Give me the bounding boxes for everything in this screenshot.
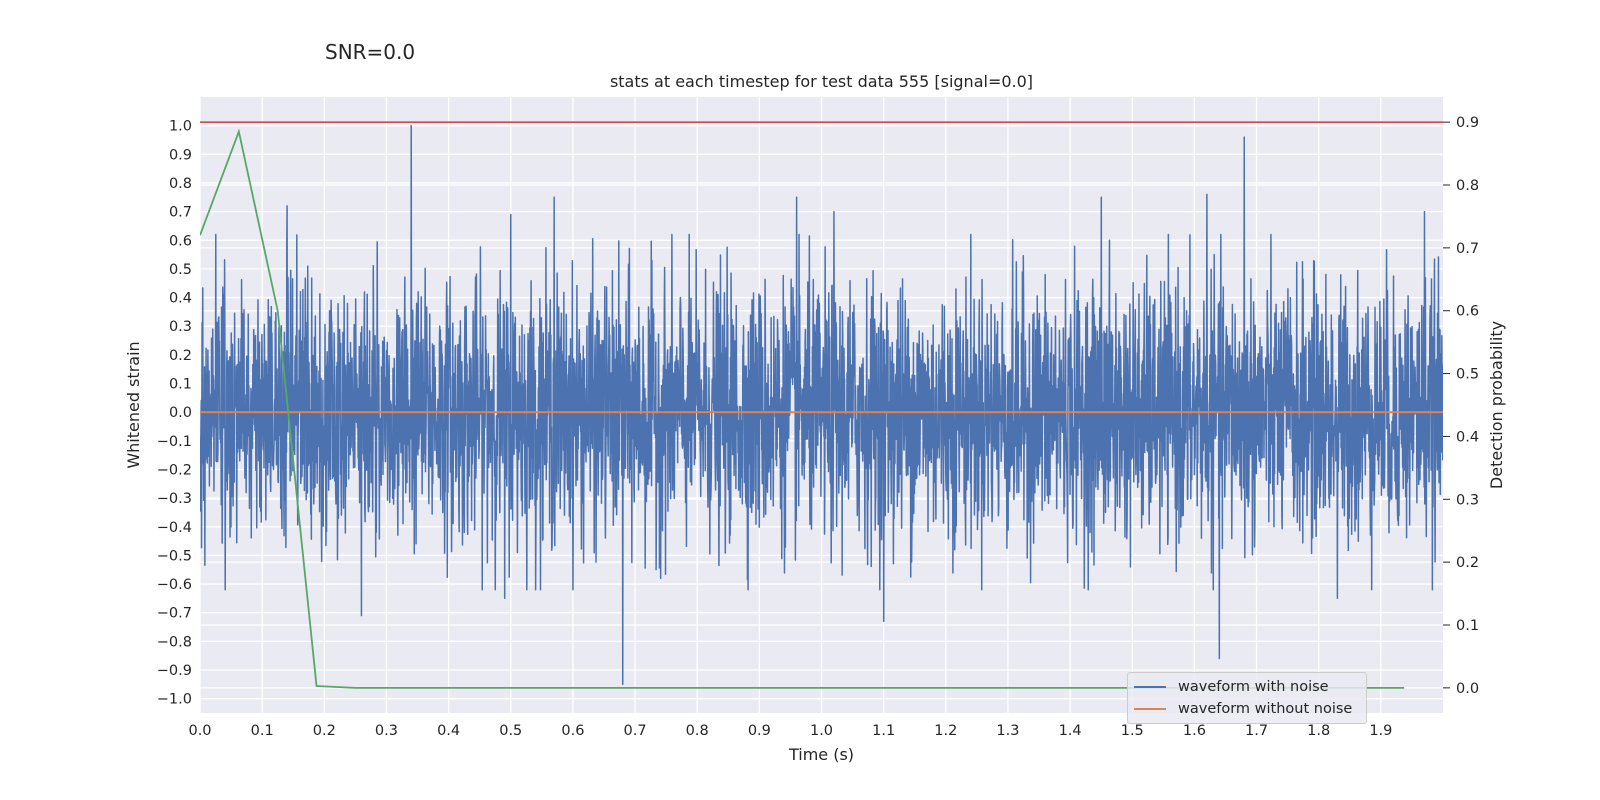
x-tick-label: 0.4 <box>437 723 460 739</box>
y-tick-label: −1.0 <box>157 692 192 708</box>
x-tick-label: 1.8 <box>1307 723 1330 739</box>
y-tick-label: 0.1 <box>169 377 192 393</box>
y2-tick-label: 0.8 <box>1456 178 1479 194</box>
y-tick-label: −0.2 <box>157 462 192 478</box>
y-tick-label: 0.5 <box>169 262 192 278</box>
x-tick-label: 0.5 <box>499 723 522 739</box>
y2-tick-label: 0.5 <box>1456 367 1479 383</box>
y-tick-label: −0.4 <box>157 520 192 536</box>
x-tick-label: 0.7 <box>624 723 647 739</box>
x-tick-label: 0.8 <box>686 723 709 739</box>
y-tick-label: 0.9 <box>169 147 192 163</box>
y2-tick-label: 0.9 <box>1456 115 1479 131</box>
y-tick-label: −0.6 <box>157 577 192 593</box>
y-tick-label: 0.3 <box>169 319 192 335</box>
y2-tick-label: 0.4 <box>1456 429 1479 445</box>
y-tick-label: 0.8 <box>169 176 192 192</box>
x-tick-label: 1.1 <box>872 723 895 739</box>
legend-item-noise: waveform with noise <box>1134 676 1329 698</box>
x-tick-label: 1.3 <box>996 723 1019 739</box>
x-tick-label: 1.0 <box>810 723 833 739</box>
y-tick-label: −0.1 <box>157 434 192 450</box>
x-tick-label: 0.0 <box>188 723 211 739</box>
x-tick-label: 0.2 <box>313 723 336 739</box>
x-tick-label: 0.1 <box>251 723 274 739</box>
x-tick-label: 1.4 <box>1059 723 1082 739</box>
legend: waveform with noise waveform without noi… <box>1127 672 1367 724</box>
y-tick-label: 0.0 <box>169 405 192 421</box>
snr-title: SNR=0.0 <box>325 40 416 64</box>
y2-tick-label: 0.1 <box>1456 618 1479 634</box>
y-tick-label: −0.9 <box>157 663 192 679</box>
y-tick-label: 0.2 <box>169 348 192 364</box>
x-tick-label: 1.5 <box>1121 723 1144 739</box>
y2-tick-label: 0.0 <box>1456 681 1479 697</box>
legend-label-clean: waveform without noise <box>1178 701 1353 717</box>
y-tick-label: −0.8 <box>157 634 192 650</box>
y-tick-label: 0.7 <box>169 205 192 221</box>
legend-swatch-clean <box>1134 708 1166 710</box>
legend-item-clean: waveform without noise <box>1134 698 1352 720</box>
chart-title: stats at each timestep for test data 555… <box>610 72 1033 91</box>
y2-tick-label: 0.2 <box>1456 555 1479 571</box>
y-tick-label: −0.5 <box>157 548 192 564</box>
x-tick-label: 1.7 <box>1245 723 1268 739</box>
y-tick-label: −0.3 <box>157 491 192 507</box>
y-tick-label: 0.6 <box>169 233 192 249</box>
x-tick-label: 1.2 <box>934 723 957 739</box>
x-tick-label: 1.6 <box>1183 723 1206 739</box>
y2-tick-label: 0.6 <box>1456 304 1479 320</box>
x-tick-label: 0.9 <box>748 723 771 739</box>
x-tick-label: 0.3 <box>375 723 398 739</box>
y-tick-label: 1.0 <box>169 119 192 135</box>
x-tick-label: 0.6 <box>561 723 584 739</box>
x-tick-label: 1.9 <box>1369 723 1392 739</box>
y-tick-label: 0.4 <box>169 291 192 307</box>
y2-tick-label: 0.3 <box>1456 492 1479 508</box>
series-waveform-with-noise <box>200 124 1443 686</box>
y-axis-label: Whitened strain <box>124 341 143 468</box>
y2-tick-label: 0.7 <box>1456 241 1479 257</box>
y-tick-label: −0.7 <box>157 606 192 622</box>
legend-swatch-noise <box>1134 686 1166 688</box>
legend-label-noise: waveform with noise <box>1178 679 1329 695</box>
y2-axis-label: Detection probability <box>1487 321 1506 489</box>
x-axis-label: Time (s) <box>788 745 854 764</box>
